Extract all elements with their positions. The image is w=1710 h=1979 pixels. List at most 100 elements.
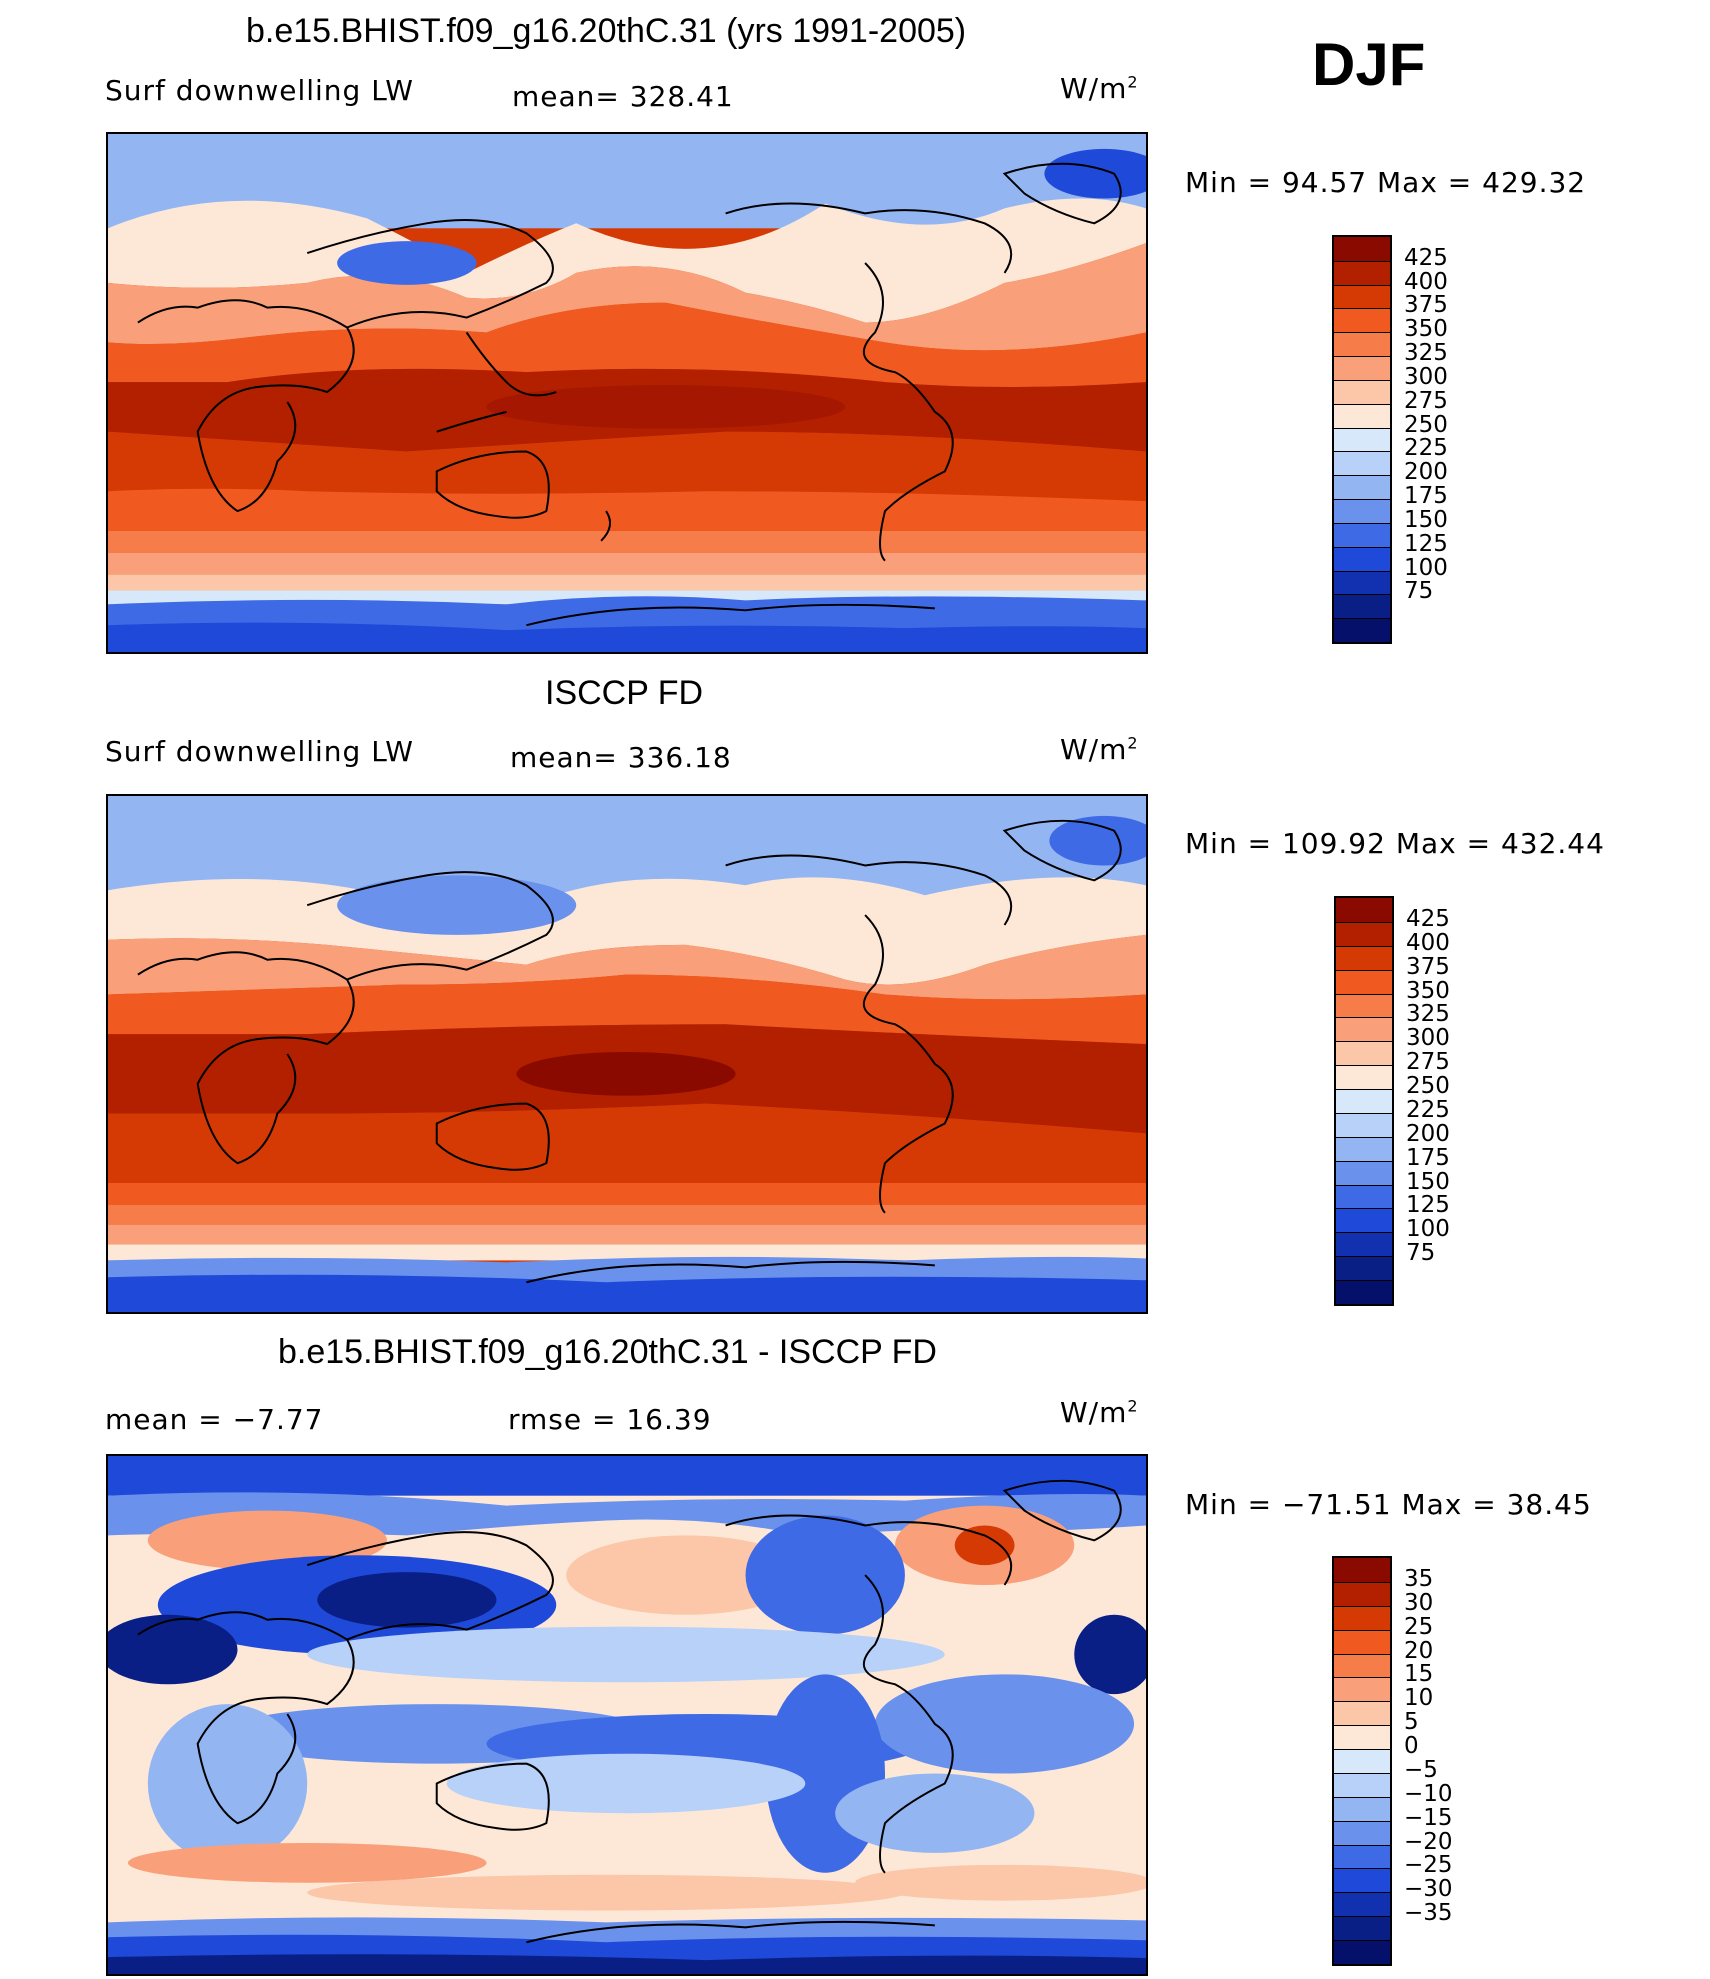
colorbar-tick-label: 300 — [1404, 363, 1448, 390]
colorbar-separator — [1334, 1772, 1390, 1774]
panel2-units-label: W/m2 — [1060, 733, 1139, 766]
colorbar-separator — [1334, 379, 1390, 381]
colorbar-segment — [1334, 260, 1390, 286]
panel2-variable-label: Surf downwelling LW — [105, 735, 414, 768]
colorbar-segment — [1334, 1653, 1390, 1678]
colorbar-tick-label: 15 — [1404, 1661, 1434, 1688]
colorbar-tick-label: 250 — [1406, 1073, 1450, 1100]
colorbar-separator — [1334, 1677, 1390, 1679]
colorbar-tick-label: 75 — [1406, 1240, 1436, 1267]
colorbar-segment — [1334, 594, 1390, 619]
colorbar-segment — [1334, 1558, 1390, 1583]
colorbar-separator — [1334, 570, 1390, 572]
colorbar-separator — [1336, 993, 1392, 995]
colorbar-segment — [1336, 1208, 1392, 1233]
colorbar-tick-label: 10 — [1404, 1685, 1434, 1712]
colorbar-segment — [1336, 1160, 1392, 1186]
colorbar-separator — [1334, 618, 1390, 620]
colorbar-separator — [1334, 1725, 1390, 1727]
colorbar-tick-label: −15 — [1404, 1804, 1453, 1831]
colorbar-tick-label: −30 — [1404, 1876, 1453, 1903]
colorbar-segment — [1334, 1940, 1390, 1965]
colorbar-segment — [1336, 1280, 1392, 1305]
colorbar-segment — [1334, 284, 1390, 309]
panel3-title: b.e15.BHIST.f09_g16.20thC.31 - ISCCP FD — [278, 1333, 937, 1371]
panel3-map-field — [108, 1456, 1146, 1974]
colorbar-separator — [1334, 356, 1390, 358]
colorbar-separator — [1334, 1844, 1390, 1846]
colorbar-separator — [1334, 1653, 1390, 1655]
colorbar-separator — [1334, 499, 1390, 501]
colorbar-segment — [1334, 499, 1390, 524]
panel2-colorbar — [1334, 896, 1394, 1306]
colorbar-segment — [1334, 1749, 1390, 1774]
colorbar-segment — [1334, 308, 1390, 333]
colorbar-segment — [1334, 1629, 1390, 1655]
panel2-map — [106, 794, 1148, 1314]
panel2-title: ISCCP FD — [545, 674, 704, 712]
colorbar-tick-label: 175 — [1406, 1144, 1450, 1171]
colorbar-separator — [1336, 1184, 1392, 1186]
panel3-mean-label: mean = −7.77 — [105, 1403, 324, 1436]
colorbar-separator — [1334, 1581, 1390, 1583]
colorbar-separator — [1334, 403, 1390, 405]
colorbar-segment — [1334, 522, 1390, 548]
colorbar-separator — [1336, 1232, 1392, 1234]
colorbar-separator — [1334, 260, 1390, 262]
colorbar-segment — [1334, 618, 1390, 643]
colorbar-tick-label: 35 — [1404, 1565, 1434, 1592]
colorbar-segment — [1334, 237, 1390, 262]
colorbar-separator — [1336, 1256, 1392, 1258]
colorbar-tick-label: 150 — [1406, 1168, 1450, 1195]
colorbar-segment — [1334, 356, 1390, 381]
colorbar-separator — [1334, 475, 1390, 477]
colorbar-segment — [1334, 1892, 1390, 1917]
colorbar-tick-label: 175 — [1404, 483, 1448, 510]
colorbar-tick-label: 125 — [1406, 1192, 1450, 1219]
colorbar-separator — [1336, 1017, 1392, 1019]
colorbar-segment — [1334, 570, 1390, 595]
colorbar-separator — [1334, 1701, 1390, 1703]
colorbar-separator — [1334, 594, 1390, 596]
colorbar-segment — [1334, 451, 1390, 476]
colorbar-tick-label: 100 — [1406, 1216, 1450, 1243]
colorbar-separator — [1334, 1940, 1390, 1942]
colorbar-separator — [1336, 1160, 1392, 1162]
colorbar-tick-label: −5 — [1404, 1756, 1438, 1783]
colorbar-segment — [1336, 1136, 1392, 1162]
panel1-mean-label: mean= 328.41 — [512, 80, 734, 113]
season-label: DJF — [1312, 31, 1426, 98]
colorbar-segment — [1336, 1089, 1392, 1114]
colorbar-separator — [1334, 1868, 1390, 1870]
colorbar-segment — [1334, 546, 1390, 572]
colorbar-tick-label: 400 — [1404, 268, 1448, 295]
colorbar-segment — [1334, 475, 1390, 500]
colorbar-tick-label: 0 — [1404, 1733, 1419, 1760]
colorbar-separator — [1336, 945, 1392, 947]
panel1-minmax-label: Min = 94.57 Max = 429.32 — [1185, 166, 1587, 199]
colorbar-tick-label: 30 — [1404, 1589, 1434, 1616]
colorbar-separator — [1334, 1796, 1390, 1798]
panel3-map — [106, 1454, 1148, 1976]
colorbar-tick-label: 400 — [1406, 929, 1450, 956]
colorbar-tick-label: 325 — [1404, 340, 1448, 367]
colorbar-segment — [1336, 1065, 1392, 1090]
panel3-rmse-label: rmse = 16.39 — [508, 1403, 712, 1436]
colorbar-tick-label: −20 — [1404, 1828, 1453, 1855]
panel1-colorbar — [1332, 235, 1392, 644]
panel2-minmax-label: Min = 109.92 Max = 432.44 — [1185, 827, 1605, 860]
colorbar-separator — [1334, 1820, 1390, 1822]
colorbar-tick-label: 425 — [1404, 244, 1448, 271]
colorbar-tick-label: 20 — [1404, 1637, 1434, 1664]
panel1-units-label: W/m2 — [1060, 72, 1139, 105]
colorbar-segment — [1334, 1916, 1390, 1941]
panel3-colorbar — [1332, 1556, 1392, 1966]
colorbar-separator — [1334, 427, 1390, 429]
colorbar-segment — [1336, 921, 1392, 947]
panel1-map-field — [108, 134, 1146, 652]
colorbar-segment — [1336, 969, 1392, 995]
colorbar-segment — [1334, 1844, 1390, 1869]
colorbar-segment — [1334, 1772, 1390, 1798]
panel2-map-field — [108, 796, 1146, 1312]
colorbar-segment — [1334, 1820, 1390, 1846]
